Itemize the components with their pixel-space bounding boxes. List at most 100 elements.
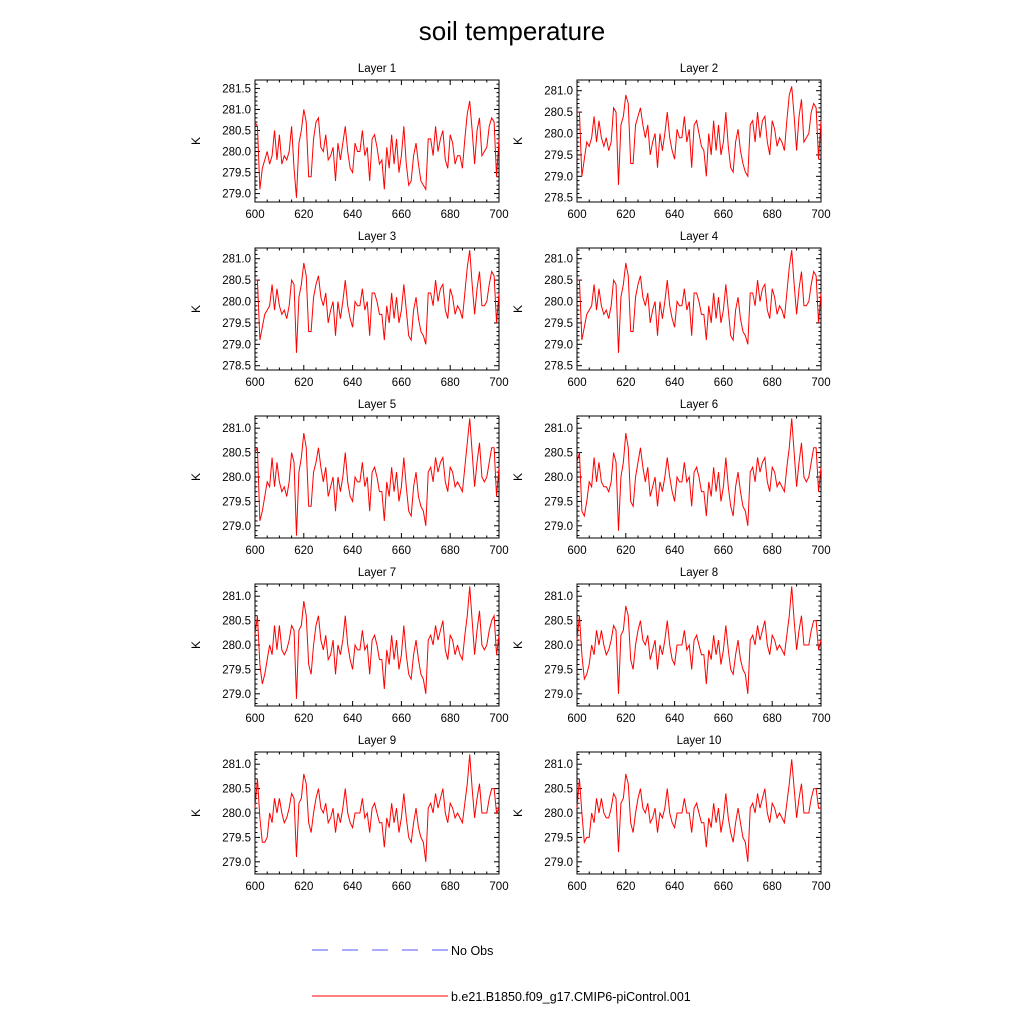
y-tick-label: 280.0	[544, 640, 573, 652]
x-tick-label: 640	[665, 545, 684, 557]
y-tick-label: 279.5	[544, 832, 573, 844]
panel-title: Layer 1	[358, 63, 396, 75]
x-tick-label: 680	[763, 713, 782, 725]
x-tick-label: 700	[489, 377, 508, 389]
x-tick-label: 640	[343, 713, 362, 725]
y-axis-label: K	[189, 305, 203, 313]
y-tick-label: 280.5	[544, 616, 573, 628]
y-tick-label: 281.0	[544, 591, 573, 603]
y-tick-label: 281.0	[544, 86, 573, 98]
x-tick-label: 700	[489, 881, 508, 893]
panel-layer-1: Layer 1 600 620 640 660 680 700 279.0 279.5 280.0…	[189, 63, 509, 221]
y-tick-label: 279.5	[544, 664, 573, 676]
y-tick-label: 279.5	[544, 150, 573, 162]
x-tick-label: 640	[665, 209, 684, 221]
y-tick-label: 279.0	[544, 689, 573, 701]
x-tick-label: 660	[714, 881, 733, 893]
panel-layer-8: Layer 8 600 620 640 660 680 700 279.0 279.5 280.0…	[511, 567, 831, 725]
y-tick-label: 281.0	[544, 759, 573, 771]
x-tick-label: 600	[245, 713, 264, 725]
y-tick-label: 280.0	[544, 129, 573, 141]
y-axis-label: K	[511, 305, 525, 313]
series-line	[254, 754, 500, 862]
x-tick-label: 640	[665, 377, 684, 389]
y-tick-label: 280.5	[544, 275, 573, 287]
legend: No Obs b.e21.B1850.f09_g17.CMIP6-piContr…	[312, 944, 691, 1004]
x-tick-label: 620	[616, 881, 635, 893]
x-tick-label: 640	[343, 377, 362, 389]
x-tick-label: 700	[489, 209, 508, 221]
panel-title: Layer 7	[358, 567, 396, 579]
x-tick-label: 700	[489, 545, 508, 557]
panel-layer-4: Layer 4 600 620 640 660 680 700 278.5 279.0 279.5…	[511, 231, 831, 389]
series-line	[576, 418, 822, 531]
y-tick-label: 281.0	[222, 591, 251, 603]
x-tick-label: 660	[392, 545, 411, 557]
y-tick-label: 280.5	[544, 107, 573, 119]
x-tick-label: 660	[392, 377, 411, 389]
y-tick-label: 279.5	[544, 318, 573, 330]
panel-title: Layer 4	[680, 231, 719, 243]
y-tick-label: 279.0	[544, 339, 573, 351]
series-line	[254, 418, 500, 536]
x-tick-label: 680	[763, 377, 782, 389]
panel-layer-5: Layer 5 600 620 640 660 680 700 279.0 279.5 280.0…	[189, 399, 509, 557]
y-tick-label: 281.0	[222, 423, 251, 435]
y-tick-label: 279.0	[544, 171, 573, 183]
y-axis-label: K	[189, 473, 203, 481]
panel-title: Layer 8	[680, 567, 718, 579]
figure-title: soil temperature	[419, 16, 605, 46]
x-tick-label: 680	[441, 713, 460, 725]
x-tick-label: 660	[714, 545, 733, 557]
y-tick-label: 278.5	[544, 361, 573, 373]
y-tick-label: 279.5	[222, 832, 251, 844]
y-tick-label: 281.0	[544, 254, 573, 266]
y-tick-label: 280.5	[222, 784, 251, 796]
x-tick-label: 620	[616, 545, 635, 557]
y-tick-label: 279.5	[222, 664, 251, 676]
y-tick-label: 280.0	[544, 808, 573, 820]
x-tick-label: 640	[343, 545, 362, 557]
y-axis-label: K	[511, 473, 525, 481]
y-tick-label: 279.0	[544, 857, 573, 869]
x-tick-label: 620	[294, 881, 313, 893]
panel-title: Layer 10	[677, 735, 722, 747]
panels: Layer 1 600 620 640 660 680 700 279.0 279.5 280.0…	[189, 63, 831, 893]
y-tick-label: 280.0	[544, 297, 573, 309]
x-tick-label: 600	[567, 713, 586, 725]
legend-model-label: b.e21.B1850.f09_g17.CMIP6-piControl.001	[451, 990, 691, 1004]
x-tick-label: 700	[811, 545, 830, 557]
x-tick-label: 660	[714, 209, 733, 221]
y-axis-label: K	[189, 641, 203, 649]
x-tick-label: 680	[763, 209, 782, 221]
x-tick-label: 600	[245, 881, 264, 893]
x-tick-label: 600	[567, 881, 586, 893]
x-tick-label: 620	[294, 713, 313, 725]
x-tick-label: 600	[245, 209, 264, 221]
y-tick-label: 279.5	[222, 168, 251, 180]
y-tick-label: 280.0	[222, 147, 251, 159]
y-tick-label: 279.0	[222, 857, 251, 869]
y-axis-label: K	[511, 641, 525, 649]
y-tick-label: 280.5	[222, 125, 251, 137]
x-tick-label: 700	[811, 881, 830, 893]
series-line	[577, 250, 822, 353]
x-tick-label: 620	[294, 209, 313, 221]
panel-layer-3: Layer 3 600 620 640 660 680 700 278.5 279.0 279.5…	[189, 231, 509, 389]
y-tick-label: 280.5	[222, 448, 251, 460]
y-tick-label: 279.5	[222, 318, 251, 330]
plot-frame	[254, 247, 500, 371]
x-tick-label: 680	[441, 377, 460, 389]
y-tick-label: 281.5	[222, 83, 251, 95]
panel-title: Layer 9	[358, 735, 396, 747]
y-tick-label: 279.5	[222, 496, 251, 508]
x-tick-label: 660	[392, 881, 411, 893]
series-line	[254, 586, 500, 699]
y-tick-label: 279.0	[222, 189, 251, 201]
series-line	[254, 100, 500, 198]
x-tick-label: 600	[567, 545, 586, 557]
y-tick-label: 281.0	[222, 104, 251, 116]
series-line	[576, 586, 822, 694]
series-line	[255, 250, 500, 353]
